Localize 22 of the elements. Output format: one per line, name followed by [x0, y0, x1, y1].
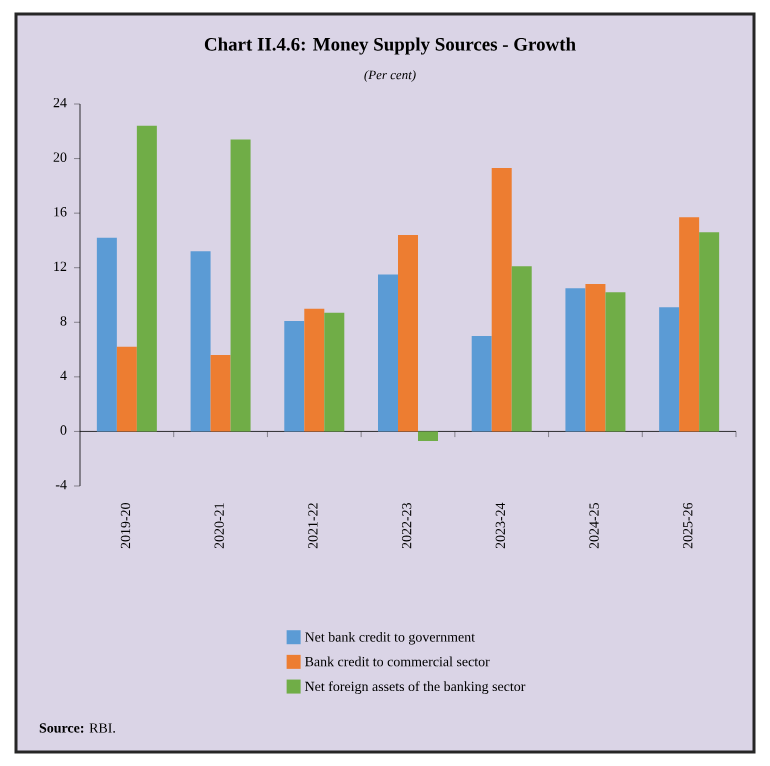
- bar: [96, 237, 117, 432]
- bar: [230, 139, 251, 432]
- bar: [659, 307, 680, 432]
- bar: [304, 308, 325, 432]
- bar: [565, 288, 586, 432]
- bar: [471, 335, 492, 432]
- bar: [398, 234, 418, 432]
- bar: [679, 217, 700, 432]
- bar: [210, 355, 231, 432]
- bar: [284, 320, 305, 432]
- bar: [605, 292, 626, 432]
- chart-title: Chart II.4.6: Money Supply Sources - Growth: [204, 37, 576, 55]
- bar: [418, 431, 438, 441]
- bar: [378, 274, 398, 432]
- bar: [190, 251, 211, 432]
- bar: [699, 232, 720, 432]
- bar: [116, 346, 137, 432]
- bar: [324, 312, 345, 432]
- bar: [585, 284, 606, 432]
- bar: [511, 266, 532, 432]
- bar: [491, 168, 512, 432]
- bar: [136, 125, 157, 432]
